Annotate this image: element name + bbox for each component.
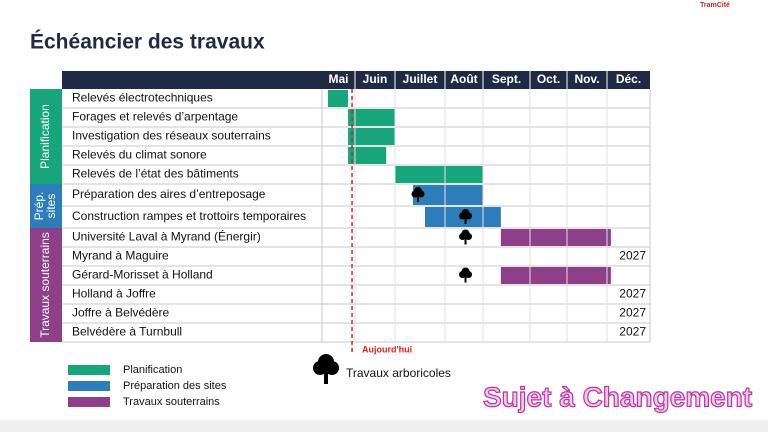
tree-legend-label: Travaux arboricoles xyxy=(346,366,451,380)
group-label: sites xyxy=(44,194,58,219)
task-bar xyxy=(500,229,611,246)
group-band xyxy=(30,228,62,342)
task-label: Investigation des réseaux souterrains xyxy=(72,129,271,143)
task-label: Relevés du climat sonore xyxy=(72,148,207,162)
task-bar xyxy=(395,166,483,183)
legend-label: Préparation des sites xyxy=(123,380,227,392)
task-label: Université Laval à Myrand (Énergir) xyxy=(72,229,261,244)
task-note: 2027 xyxy=(619,287,646,301)
task-bar xyxy=(348,109,395,126)
task-bar xyxy=(348,147,387,164)
disclaimer: Sujet à Changement xyxy=(483,381,752,412)
task-label: Relevés électrotechniques xyxy=(72,91,213,105)
month-label: Août xyxy=(450,72,477,86)
group-band xyxy=(30,184,62,228)
task-note: 2027 xyxy=(619,306,646,320)
tree-trunk xyxy=(464,276,467,283)
task-note: 2027 xyxy=(619,325,646,339)
legend-swatch xyxy=(68,397,110,407)
legend-label: Planification xyxy=(123,364,182,376)
today-label: Aujourd'hui xyxy=(362,344,412,354)
tree-icon xyxy=(459,229,473,245)
month-label: Déc. xyxy=(616,72,641,86)
task-bar xyxy=(413,185,483,205)
month-label: Sept. xyxy=(492,72,521,86)
tree-crown xyxy=(461,229,470,238)
task-label: Joffre à Belvédère xyxy=(72,306,169,320)
logo: TramCité xyxy=(700,2,730,9)
tree-crown xyxy=(318,354,334,370)
tree-trunk xyxy=(464,238,467,245)
task-label: Préparation des aires d’entreposage xyxy=(72,187,266,201)
title: Échéancier des travaux xyxy=(30,31,265,54)
header-row xyxy=(62,71,650,89)
tree-icon xyxy=(459,267,473,283)
tree-crown xyxy=(461,267,470,276)
task-bar xyxy=(327,90,349,107)
task-label: Belvédère à Turnbull xyxy=(72,325,182,339)
tree-crown xyxy=(461,209,470,217)
legend-swatch xyxy=(68,381,110,391)
task-note: 2027 xyxy=(619,249,646,263)
task-bar xyxy=(500,267,611,284)
task-label: Gérard-Morisset à Holland xyxy=(72,268,213,282)
legend-label: Travaux souterrains xyxy=(123,396,220,408)
month-label: Nov. xyxy=(574,72,599,86)
task-label: Holland à Joffre xyxy=(72,287,156,301)
task-label: Forages et relevés d’arpentage xyxy=(72,110,238,124)
tree-trunk xyxy=(417,196,419,202)
group-band xyxy=(30,89,62,184)
task-label: Construction rampes et trottoirs tempora… xyxy=(72,209,306,223)
legend-swatch xyxy=(68,365,110,375)
tree-legend-icon xyxy=(313,354,339,384)
month-label: Juin xyxy=(363,72,388,86)
group-label: Planification xyxy=(38,104,52,169)
tree-trunk xyxy=(464,218,467,224)
group-label: Travaux souterrains xyxy=(38,232,52,338)
month-label: Mai xyxy=(328,72,348,86)
group-label: Prép. xyxy=(32,192,46,221)
month-label: Juillet xyxy=(403,72,438,86)
tree-crown xyxy=(414,187,422,195)
task-label: Myrand à Maguire xyxy=(72,249,169,263)
tree-icon xyxy=(411,187,425,202)
task-bar xyxy=(348,128,395,145)
tree-icon xyxy=(459,209,473,224)
footer-band xyxy=(0,420,768,432)
tree-trunk xyxy=(324,372,328,384)
month-label: Oct. xyxy=(537,72,560,86)
task-label: Relevés de l’état des bâtiments xyxy=(72,167,239,181)
